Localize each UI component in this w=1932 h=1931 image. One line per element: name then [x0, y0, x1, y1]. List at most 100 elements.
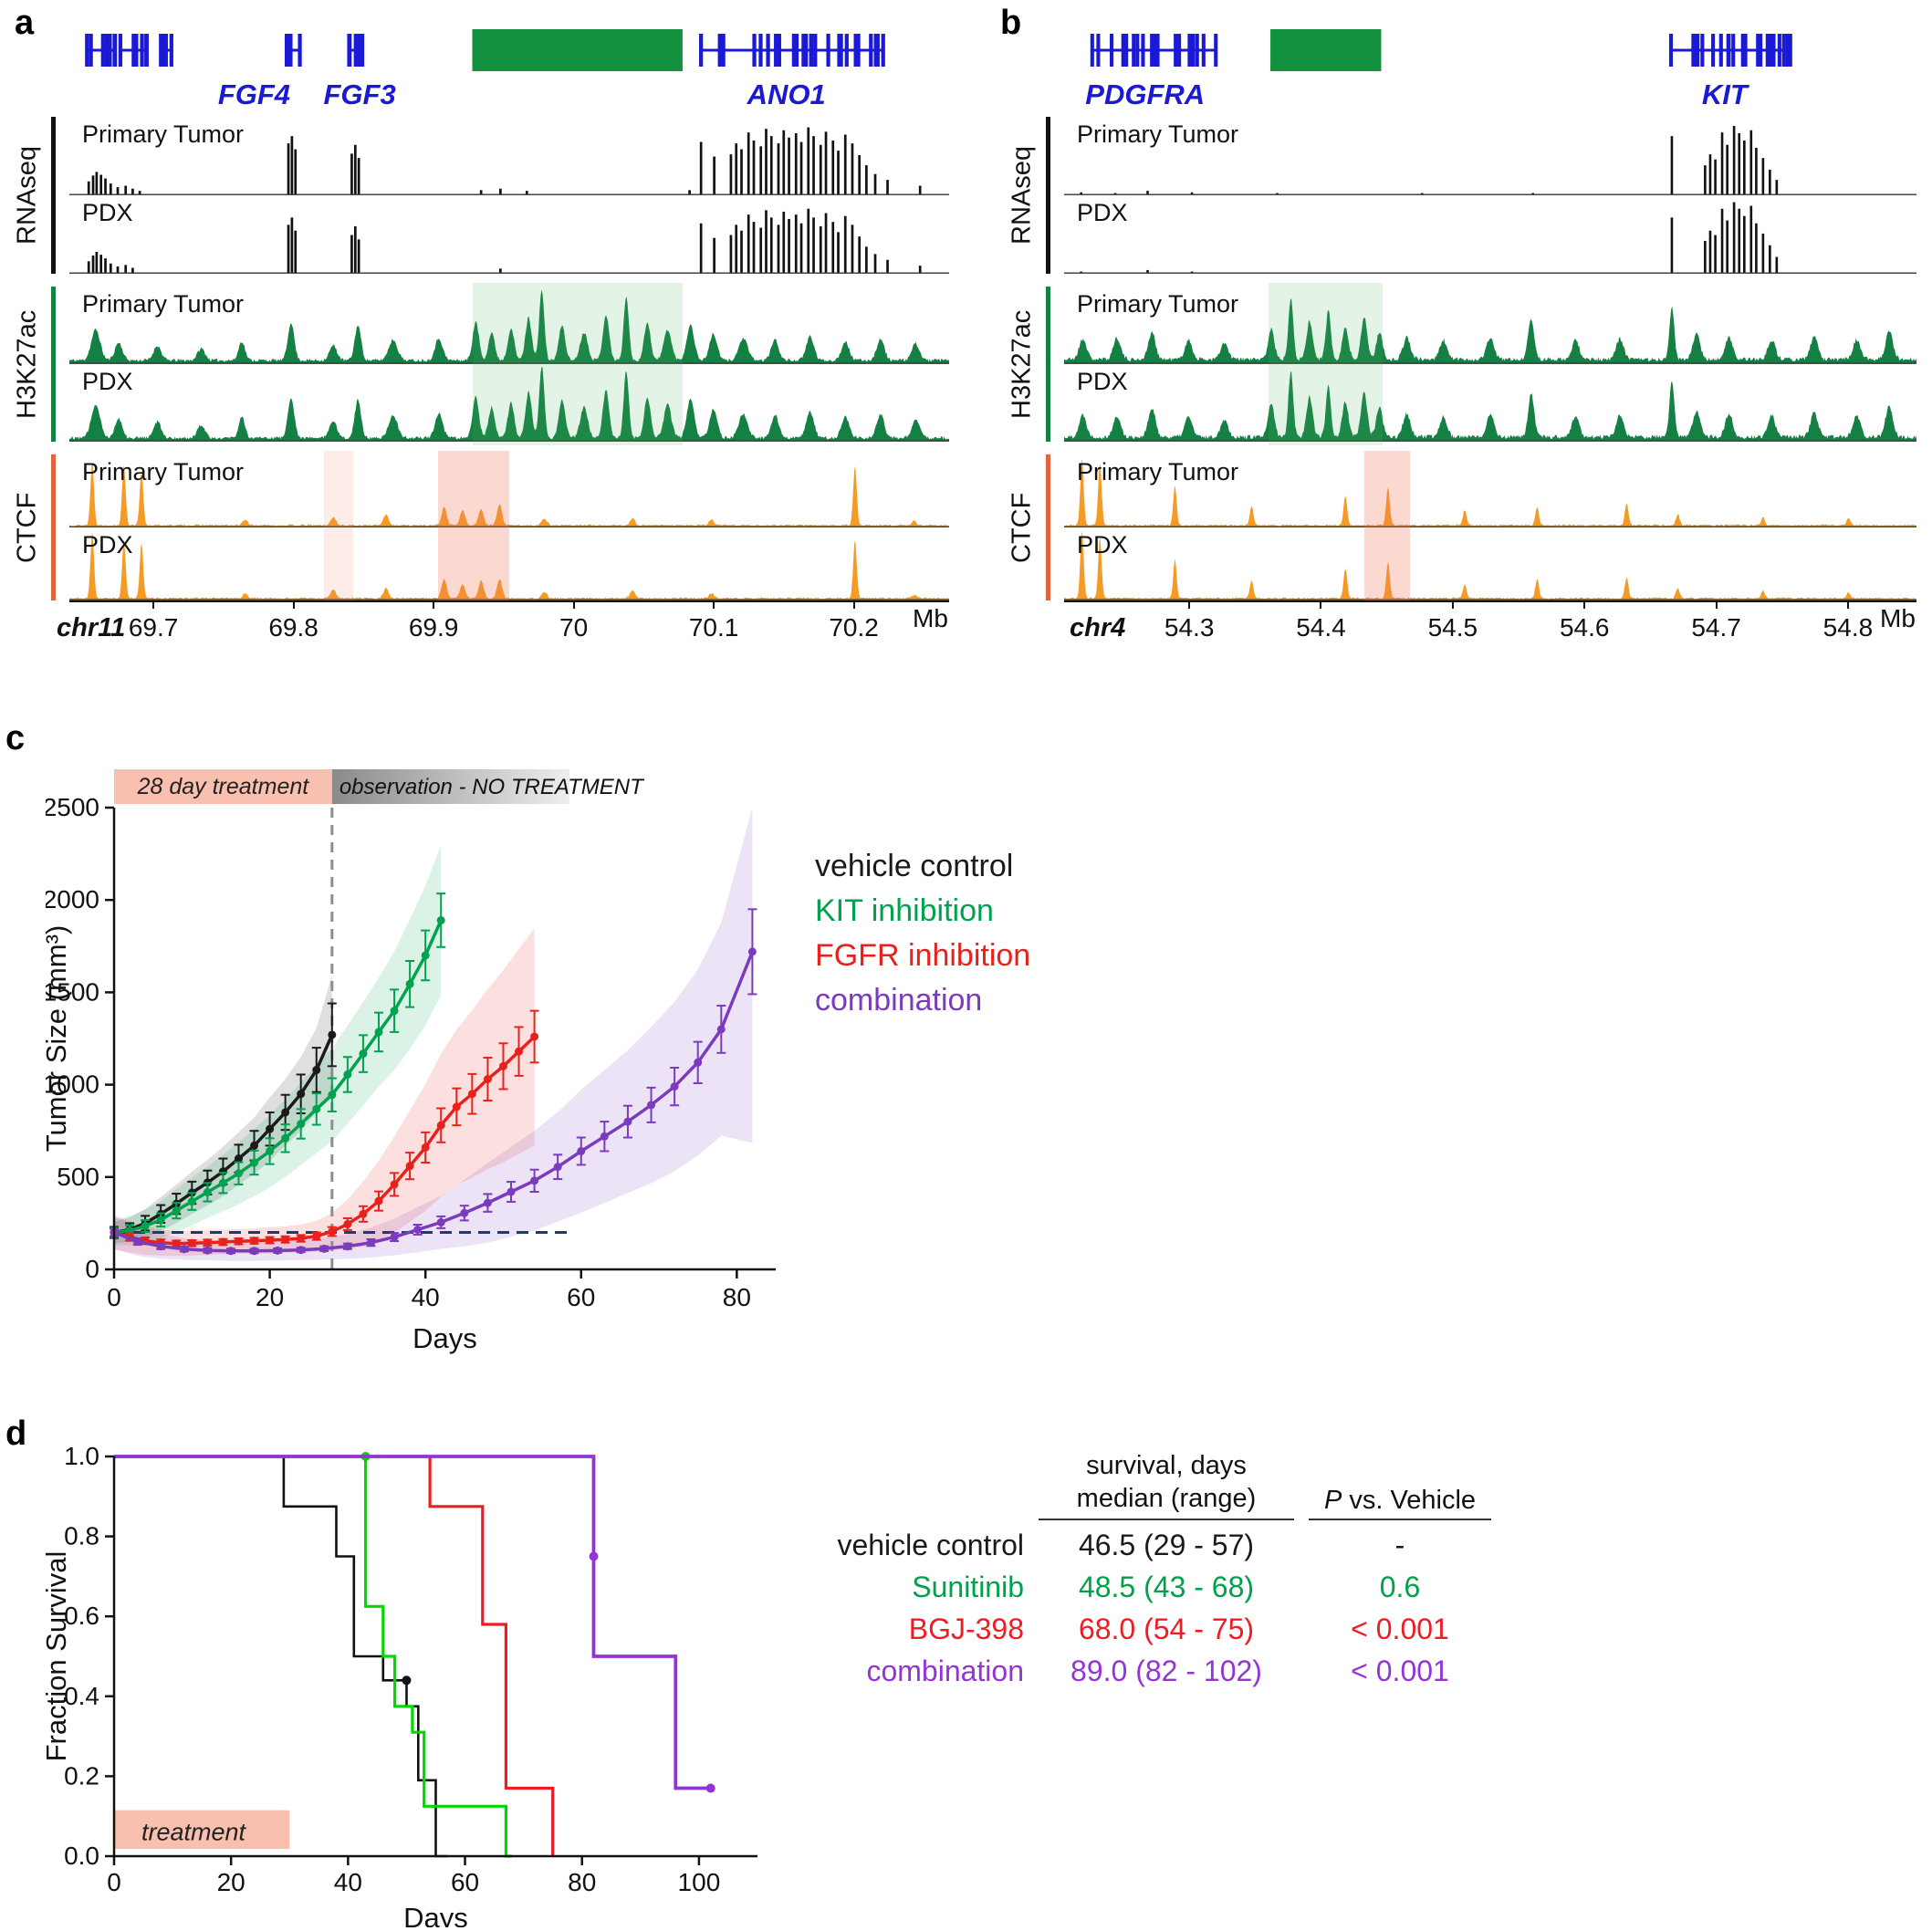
table-row-median-range: 46.5 (29 - 57) [1078, 1528, 1255, 1561]
panel-c-label: c [5, 719, 26, 757]
h3k27ac-sidebar [51, 287, 56, 442]
ctcf-track-pdx [1064, 530, 1916, 600]
y-tick-label: 0.6 [64, 1602, 99, 1630]
x-tick-label: 80 [568, 1868, 596, 1896]
x-tick-label: 60 [451, 1868, 479, 1896]
track-label: Primary Tumor [1077, 458, 1239, 485]
gene-label-kit: KIT [1701, 78, 1748, 110]
track-label: Primary Tumor [1077, 120, 1239, 148]
band-KIT-inhibition [114, 845, 442, 1246]
signal-path [1064, 298, 1916, 364]
signal-path [69, 367, 949, 442]
rnaseq-sidebar [1046, 117, 1050, 274]
gene-label-ano1: ANO1 [747, 78, 826, 110]
h3k-highlight [1269, 283, 1384, 445]
x-tick-label: 40 [412, 1283, 440, 1311]
rnaseq-track-pdx [1064, 202, 1916, 274]
axis-tick-label: 69.9 [408, 613, 459, 642]
y-axis-title: Tumor Size (mm³) [46, 925, 72, 1153]
gene-label-pdgfra: PDGFRA [1085, 78, 1206, 110]
track-label: PDX [82, 531, 133, 558]
y-tick-label: 0 [85, 1255, 99, 1283]
x-tick-label: 0 [107, 1283, 121, 1311]
y-tick-label: 500 [57, 1163, 99, 1191]
track-label: PDX [82, 368, 133, 395]
table-row-name: BGJ-398 [908, 1612, 1024, 1645]
survival-chart: treatment 0 20 40 60 80 100 0.0 0.2 0.4 0.6 0.8 1.0 D… [40, 1435, 812, 1931]
track-label: Primary Tumor [82, 458, 245, 485]
band-FGFR-inhibition [114, 928, 535, 1257]
axis-tick-label: 69.8 [268, 613, 319, 642]
treatment-period-label: 28 day treatment [137, 774, 310, 799]
tumor-growth-legend: vehicle control KIT inhibition FGFR inhibi… [815, 844, 1030, 1023]
line-combination [113, 951, 755, 1253]
km-combination [114, 1455, 711, 1790]
track-label: Primary Tumor [1077, 290, 1239, 318]
treatment-period-label: treatment [141, 1818, 247, 1845]
panel-b-label: b [1000, 4, 1022, 42]
axis-tick-label: 54.3 [1164, 613, 1215, 642]
axis-tick-label: 70.2 [829, 613, 879, 642]
line-FGFR-inhibition [113, 1035, 536, 1246]
enhancer-box [1270, 29, 1382, 71]
y-tick-label: 0.0 [64, 1842, 99, 1870]
band-combination [114, 808, 753, 1261]
h3k27ac-track-pdx [1064, 371, 1916, 442]
observation-period-label: observation - NO TREATMENT [339, 775, 645, 799]
track-label: PDX [82, 199, 133, 226]
km-bgj-398 [114, 1455, 555, 1856]
ctcf-sidebar [51, 454, 56, 600]
axis-tick [1846, 600, 1849, 609]
x-tick-label: 20 [256, 1283, 284, 1311]
y-tick-label: 0.8 [64, 1522, 99, 1550]
rnaseq-group-label: RNAseq [1007, 146, 1037, 245]
x-tick-label: 20 [217, 1868, 245, 1896]
gene-label-fgf3: FGF3 [323, 78, 396, 110]
mb-unit-label: Mb [913, 604, 948, 632]
ctcf-sidebar [1046, 454, 1050, 600]
y-tick-label: 1000 [46, 1070, 99, 1099]
treatment-period-box [114, 769, 332, 804]
table-row-p-value: - [1394, 1528, 1405, 1561]
track-label: PDX [1077, 199, 1128, 226]
mb-unit-label: Mb [1880, 604, 1916, 632]
table-row-name: vehicle control [837, 1528, 1024, 1561]
x-tick-label: 100 [678, 1868, 721, 1896]
h3k27ac-group-label: H3K27ac [1007, 309, 1037, 419]
survival-plot: treatment 0 20 40 60 80 100 0.0 0.2 0.4 0.6 0.8 1.0 D… [40, 1442, 757, 1931]
table-row-median-range: 48.5 (43 - 68) [1078, 1570, 1255, 1603]
rnaseq-sidebar [51, 117, 56, 274]
legend-kit-inhibition: KIT inhibition [815, 893, 994, 928]
h3k27ac-track-primary-tumor [1064, 298, 1916, 364]
y-tick-label: 2000 [46, 885, 99, 913]
chrom-label: chr11 [57, 613, 126, 642]
x-tick-label: 60 [567, 1283, 595, 1311]
table-header-p-vs-vehicle: P vs. Vehicle [1309, 1486, 1491, 1520]
table-row-p-value: < 0.001 [1351, 1654, 1449, 1687]
table-header-survival: survival, days median (range) [1039, 1449, 1294, 1520]
axis-tick [572, 600, 575, 609]
table-row-name: Sunitinib [912, 1570, 1024, 1603]
km-sunitinib [114, 1455, 512, 1858]
x-tick-label: 0 [107, 1868, 121, 1896]
legend-fgfr-inhibition: FGFR inhibition [815, 938, 1031, 973]
axis-tick-label: 54.8 [1822, 613, 1874, 642]
h3k27ac-sidebar [1046, 287, 1050, 442]
ctcf-group-label: CTCF [1007, 492, 1037, 563]
table-row-name: combination [866, 1654, 1024, 1687]
gene-models [1090, 29, 1792, 71]
survival-table-grid: survival, days median (range) P vs. Vehicl… [794, 1449, 1491, 1688]
axis-tick [1715, 600, 1718, 609]
track-label: PDX [1077, 531, 1128, 558]
table-row-median-range: 68.0 (54 - 75) [1078, 1612, 1255, 1645]
x-axis-title: Days [403, 1902, 468, 1927]
x-axis-title: Days [413, 1322, 477, 1354]
y-tick-label: 1500 [46, 977, 99, 1006]
table-row-p-value: < 0.001 [1351, 1612, 1449, 1645]
axis-tick [1583, 600, 1586, 609]
axis-tick [292, 600, 295, 609]
y-tick-label: 0.4 [64, 1682, 99, 1710]
y-axis-title: Fraction Survival [46, 1551, 72, 1762]
